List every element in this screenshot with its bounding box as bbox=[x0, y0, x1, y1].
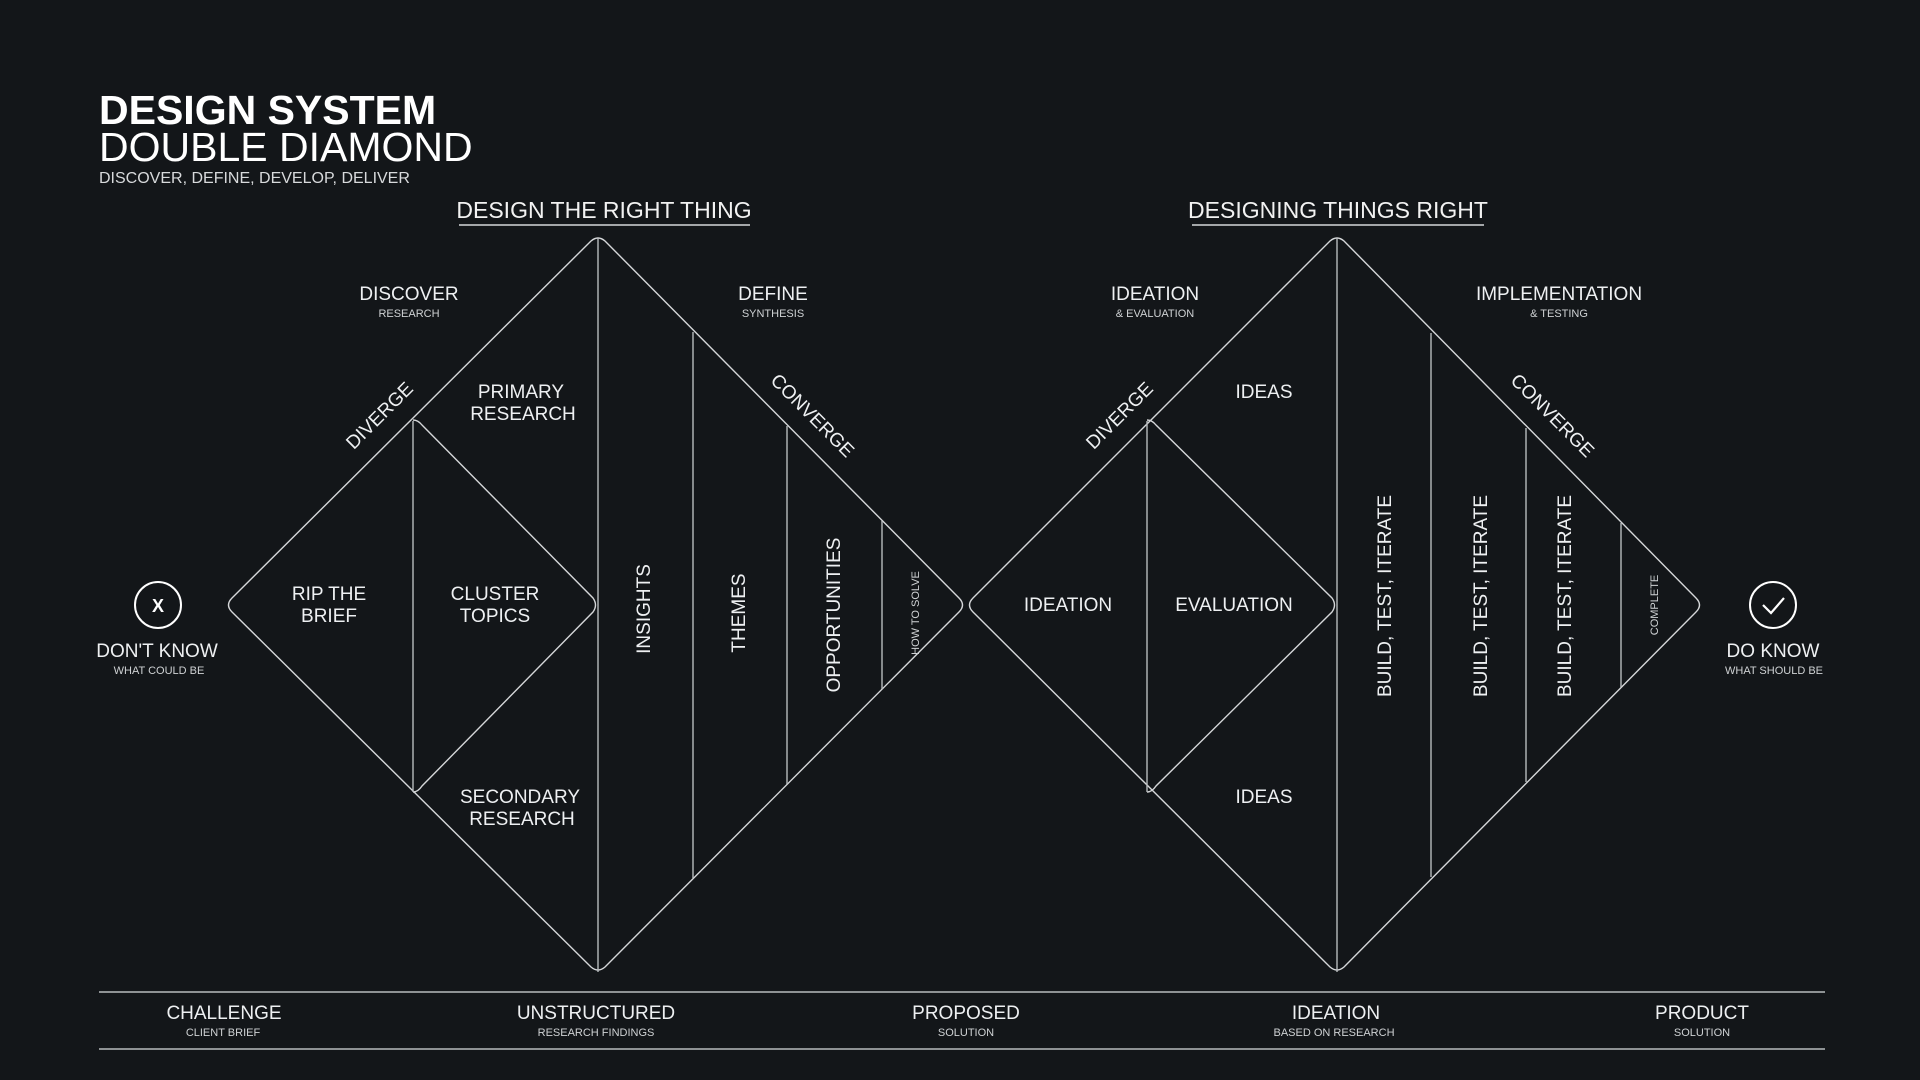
diverge-label: DIVERGE bbox=[342, 378, 417, 453]
build-test-iterate-label: BUILD, TEST, ITERATE bbox=[1375, 495, 1396, 697]
start-label: DON'T KNOW bbox=[96, 641, 218, 662]
footer-label: PROPOSED bbox=[912, 1003, 1020, 1024]
secondary-research-label: RESEARCH bbox=[469, 809, 575, 830]
build-test-iterate-label: BUILD, TEST, ITERATE bbox=[1555, 495, 1576, 697]
opportunities-label: OPPORTUNITIES bbox=[824, 538, 845, 693]
primary-research-label: RESEARCH bbox=[470, 404, 576, 425]
cluster-topics-label: TOPICS bbox=[460, 606, 530, 627]
check-circle-icon bbox=[1749, 581, 1797, 629]
primary-research-label: PRIMARY bbox=[478, 382, 565, 403]
end-sub: WHAT SHOULD BE bbox=[1725, 665, 1823, 677]
footer-sub: RESEARCH FINDINGS bbox=[538, 1027, 655, 1039]
diamond-2-inner bbox=[1146, 419, 1336, 793]
footer-label: CHALLENGE bbox=[166, 1003, 281, 1024]
rip-the-brief-label: BRIEF bbox=[301, 606, 357, 627]
page-subtitle: DOUBLE DIAMOND bbox=[99, 124, 473, 170]
ideation-label: IDEATION bbox=[1024, 595, 1112, 616]
phase-sub: & EVALUATION bbox=[1116, 308, 1195, 320]
complete-label: COMPLETE bbox=[1649, 575, 1661, 636]
start-sub: WHAT COULD BE bbox=[114, 665, 205, 677]
footer-sub: CLIENT BRIEF bbox=[186, 1027, 261, 1039]
evaluation-label: EVALUATION bbox=[1175, 595, 1293, 616]
phase-label: DISCOVER bbox=[359, 284, 458, 305]
checkmark-icon bbox=[1762, 597, 1785, 615]
footer-sub: BASED ON RESEARCH bbox=[1273, 1027, 1394, 1039]
phase-sub: SYNTHESIS bbox=[742, 308, 804, 320]
ideas-label: IDEAS bbox=[1235, 787, 1292, 808]
page-tagline: DISCOVER, DEFINE, DEVELOP, DELIVER bbox=[99, 170, 410, 187]
phase-label: DEFINE bbox=[738, 284, 808, 305]
phase-sub: & TESTING bbox=[1530, 308, 1588, 320]
x-glyph: X bbox=[152, 596, 164, 616]
footer-label: IDEATION bbox=[1292, 1003, 1380, 1024]
cluster-topics-label: CLUSTER bbox=[451, 584, 540, 605]
x-circle-icon bbox=[134, 581, 182, 629]
secondary-research-label: SECONDARY bbox=[460, 787, 580, 808]
themes-label: THEMES bbox=[729, 573, 750, 652]
phase-sub: RESEARCH bbox=[378, 308, 439, 320]
section-title-2: DESIGNING THINGS RIGHT bbox=[1188, 197, 1488, 223]
converge-label: CONVERGE bbox=[766, 370, 858, 462]
ideas-label: IDEAS bbox=[1235, 382, 1292, 403]
footer-sub: SOLUTION bbox=[1674, 1027, 1730, 1039]
diamond-1-inner bbox=[412, 419, 597, 793]
rip-the-brief-label: RIP THE bbox=[292, 584, 366, 605]
diamond-1-outline bbox=[227, 237, 964, 971]
footer-label: PRODUCT bbox=[1655, 1003, 1749, 1024]
phase-label: IMPLEMENTATION bbox=[1476, 284, 1642, 305]
insights-label: INSIGHTS bbox=[634, 564, 655, 654]
page-title: DESIGN SYSTEM bbox=[99, 87, 436, 133]
footer-sub: SOLUTION bbox=[938, 1027, 994, 1039]
section-title-1: DESIGN THE RIGHT THING bbox=[456, 197, 751, 223]
diamond-2-outline bbox=[968, 237, 1701, 971]
converge-label: CONVERGE bbox=[1506, 370, 1598, 462]
how-to-solve-label: HOW TO SOLVE bbox=[910, 571, 922, 655]
end-label: DO KNOW bbox=[1727, 641, 1820, 662]
build-test-iterate-label: BUILD, TEST, ITERATE bbox=[1471, 495, 1492, 697]
phase-label: IDEATION bbox=[1111, 284, 1199, 305]
footer-label: UNSTRUCTURED bbox=[517, 1003, 675, 1024]
